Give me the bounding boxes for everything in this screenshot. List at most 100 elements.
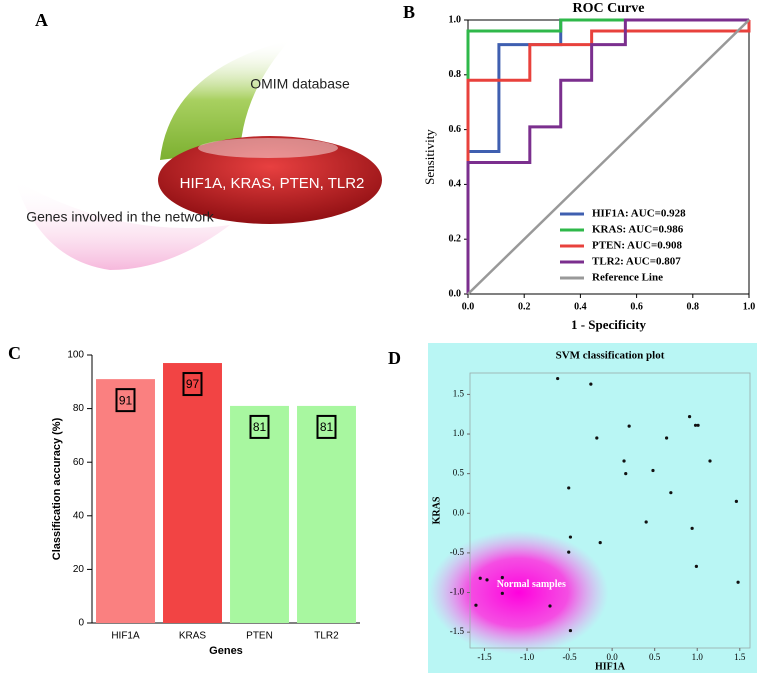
y-tick-label: 0.0 (449, 288, 462, 299)
scatter-point (548, 604, 552, 608)
y-tick-label: 60 (73, 457, 85, 468)
y-tick-label: 0.0 (453, 507, 465, 517)
x-tick-label: 0.8 (687, 301, 700, 312)
scatter-point (622, 459, 626, 463)
x-tick-label: 1.5 (734, 652, 746, 662)
x-tick-label: KRAS (179, 631, 207, 642)
y-tick-label: 0 (78, 618, 84, 629)
value-box (316, 414, 337, 439)
y-tick-label: 100 (67, 350, 84, 361)
roc-curve (466, 20, 751, 294)
diagram: OMIM database Genes involved in the netw… (15, 40, 382, 270)
scatter-point (736, 580, 740, 584)
x-tick-label: PTEN (246, 631, 273, 642)
omim-label: OMIM database (250, 76, 350, 92)
bar (230, 405, 289, 623)
legend-label: PTEN: AUC=0.908 (592, 240, 682, 252)
chart-title: SVM classification plot (556, 350, 665, 362)
y-tick-label: 0.6 (449, 124, 462, 135)
value-label: 81 (320, 420, 334, 434)
scatter-point (690, 526, 694, 530)
scatter-point (556, 376, 560, 381)
legend-label: HIF1A: AUC=0.928 (592, 208, 686, 220)
y-tick-label: 0.2 (449, 233, 462, 244)
scatter-point (694, 564, 698, 568)
scatter-point (568, 535, 573, 539)
legend-label: Reference Line (592, 272, 663, 284)
x-tick-label: -1.0 (520, 652, 535, 662)
value-box (182, 372, 203, 397)
x-tick-label: 0.4 (574, 301, 587, 312)
scatter-point (624, 472, 628, 476)
scatter-point (485, 578, 489, 582)
x-tick-label: 0.0 (462, 301, 475, 312)
scatter-point (669, 491, 673, 495)
scatter-point (734, 499, 738, 503)
highlight (198, 138, 338, 158)
x-tick-label: 0.0 (607, 652, 619, 662)
y-tick-label: 80 (73, 403, 85, 414)
scatter-point (708, 459, 712, 463)
value-label: 97 (186, 377, 200, 391)
legend-label: TLR2: AUC=0.807 (592, 256, 681, 268)
scatter-point (696, 423, 700, 427)
y-tick-label: -1.5 (450, 626, 465, 636)
value-box (249, 414, 270, 439)
genes-shape (15, 180, 230, 270)
legend-label: KRAS: AUC=0.986 (592, 224, 684, 236)
y-tick-label: 0.5 (453, 468, 465, 478)
y-tick-label: 1.0 (449, 14, 462, 25)
y-axis-label: Sensitivity (422, 129, 437, 185)
bar (163, 363, 222, 623)
panel-label: A (35, 10, 48, 30)
annotation: Normal samples (497, 579, 566, 590)
y-tick-label: 1.5 (453, 388, 465, 398)
x-tick-label: TLR2 (314, 631, 339, 642)
scatter-point (687, 414, 692, 419)
genes-label: Genes involved in the network (26, 209, 215, 225)
roc-curve (466, 18, 749, 294)
omim-shape (160, 40, 290, 160)
x-axis-label: HIF1A (595, 661, 626, 672)
x-tick-label: 1.0 (743, 301, 756, 312)
scatter-point (651, 468, 655, 473)
scatter-point (589, 382, 593, 386)
y-axis-label: KRAS (431, 496, 442, 524)
y-tick-label: 0.4 (449, 179, 462, 190)
chart-title: ROC Curve (573, 1, 645, 16)
y-tick-label: 40 (73, 510, 85, 521)
y-tick-label: 0.8 (449, 69, 462, 80)
scatter-point (478, 576, 482, 580)
x-axis-label: 1 - Specificity (571, 317, 647, 332)
scatter-point (500, 591, 504, 595)
x-tick-label: 1.0 (692, 652, 704, 662)
y-tick-label: -1.0 (450, 587, 465, 597)
panel-label: B (403, 2, 415, 22)
value-label: 81 (253, 420, 267, 434)
x-tick-label: 0.6 (630, 301, 643, 312)
y-tick-label: 1.0 (453, 428, 465, 438)
scatter-point (664, 436, 669, 440)
x-tick-label: 0.2 (518, 301, 531, 312)
value-box (115, 388, 136, 413)
bar (297, 405, 356, 623)
intersection-shape (158, 136, 382, 224)
x-tick-label: 0.5 (649, 652, 661, 662)
x-tick-label: HIF1A (111, 631, 140, 642)
scatter-point (595, 436, 599, 440)
panel-label: D (388, 348, 401, 368)
scatter-point (644, 520, 648, 524)
scatter-point (598, 540, 602, 545)
scatter-point (693, 423, 698, 427)
y-tick-label: 20 (73, 564, 85, 575)
y-axis-label: Classification accuracy (%) (51, 417, 63, 560)
plot-frame (469, 372, 751, 649)
scatter-point (474, 603, 478, 607)
roc-curve (467, 19, 750, 295)
scatter-point (568, 628, 573, 633)
scatter-point (627, 424, 631, 428)
x-tick-label: -0.5 (562, 652, 577, 662)
scatter-point (567, 486, 571, 490)
x-tick-label: -1.5 (477, 652, 492, 662)
